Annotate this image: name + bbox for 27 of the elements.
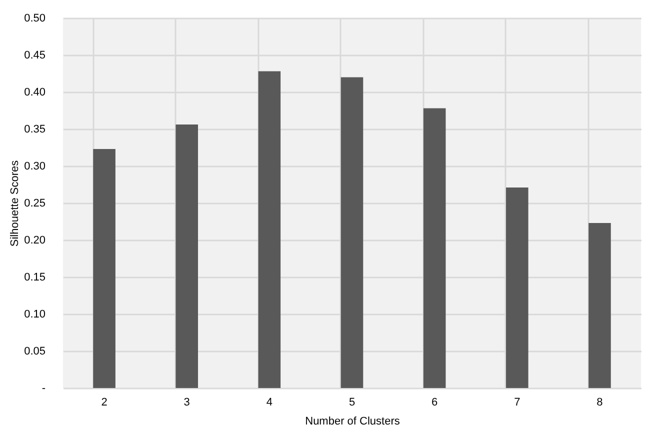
bar [506, 187, 528, 388]
bar [340, 77, 364, 388]
x-tick-label: 4 [266, 396, 272, 408]
bar [93, 148, 116, 388]
y-tick-label: 0.50 [24, 12, 46, 24]
bar [588, 222, 611, 388]
x-tick-label: 3 [184, 396, 190, 408]
y-axis-title: Silhouette Scores [9, 160, 22, 247]
bar [258, 71, 281, 388]
y-tick-label: 0.05 [24, 346, 46, 358]
x-tick-label: 6 [432, 396, 438, 408]
y-tick-label: 0.45 [24, 50, 46, 62]
x-tick-label: 7 [514, 396, 520, 408]
x-tick-label: 5 [348, 396, 356, 408]
x-tick-label: 2 [101, 396, 108, 408]
y-tick-label: 0.15 [24, 272, 46, 284]
x-tick-label: 8 [596, 396, 603, 408]
y-tick-label: 0.40 [24, 86, 46, 98]
y-tick-label: 0.10 [24, 308, 46, 320]
y-tick-label: 0.35 [24, 124, 46, 136]
y-tick-label: 0.25 [24, 198, 46, 210]
y-tick-label: 0.20 [24, 234, 46, 246]
bar [176, 124, 198, 388]
y-tick-label: - [42, 382, 46, 394]
bar [423, 108, 446, 388]
y-tick-label: 0.30 [24, 160, 46, 172]
x-axis-title: Number of Clusters [305, 416, 400, 428]
